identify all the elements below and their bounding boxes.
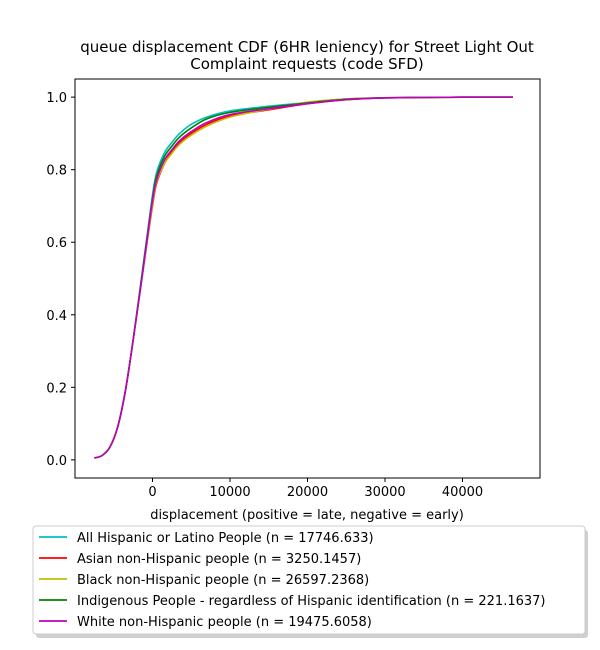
series-layer (94, 96, 513, 459)
y-tick-label: 0.0 (46, 454, 67, 469)
x-axis: 0 10000 20000 30000 40000 (148, 478, 483, 500)
legend-label: Asian non-Hispanic people (n = 3250.1457… (77, 552, 361, 567)
legend-label: Black non-Hispanic people (n = 26597.236… (77, 573, 369, 588)
y-tick-label: 1.0 (46, 91, 67, 106)
y-tick-label: 0.4 (46, 309, 67, 324)
y-axis: 0.0 0.2 0.4 0.6 0.8 1.0 (46, 91, 75, 469)
x-axis-label: displacement (positive = late, negative … (150, 508, 464, 523)
series-line-4 (94, 96, 513, 459)
x-tick-label: 30000 (364, 485, 405, 500)
series-line-1 (94, 96, 513, 459)
chart-title-line2: Complaint requests (code SFD) (190, 55, 423, 73)
y-tick-label: 0.6 (46, 236, 67, 251)
legend-label: All Hispanic or Latino People (n = 17746… (77, 531, 374, 546)
legend-label: White non-Hispanic people (n = 19475.605… (77, 615, 372, 630)
x-tick-label: 40000 (442, 485, 483, 500)
series-line-3 (94, 96, 513, 459)
x-tick-label: 10000 (209, 485, 250, 500)
legend: All Hispanic or Latino People (n = 17746… (32, 525, 588, 638)
y-tick-label: 0.8 (46, 164, 67, 179)
series-line-2 (94, 96, 513, 459)
x-tick-label: 20000 (287, 485, 328, 500)
plot-frame (74, 78, 541, 479)
legend-label: Indigenous People - regardless of Hispan… (77, 594, 546, 609)
x-tick-label: 0 (148, 485, 156, 500)
y-tick-label: 0.2 (46, 381, 67, 396)
chart-title-line1: queue displacement CDF (6HR leniency) fo… (80, 38, 534, 56)
legend-items: All Hispanic or Latino People (n = 17746… (39, 531, 546, 630)
legend-box (32, 525, 586, 635)
series-line-5 (94, 96, 513, 459)
